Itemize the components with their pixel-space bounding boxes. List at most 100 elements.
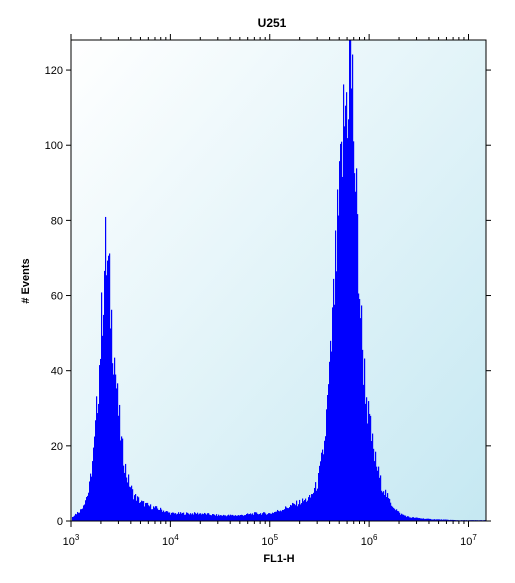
histogram-bin — [294, 504, 296, 521]
histogram-bin — [438, 519, 440, 521]
histogram-bin — [213, 514, 215, 521]
histogram-bin — [194, 512, 196, 521]
histogram-bin — [127, 482, 129, 521]
histogram-bin — [205, 513, 207, 521]
histogram-bin — [390, 502, 392, 521]
histogram-bin — [134, 495, 136, 521]
histogram-bin — [138, 497, 140, 521]
histogram-bin — [380, 475, 382, 521]
histogram-bin — [95, 420, 97, 521]
histogram-bin — [415, 517, 417, 521]
histogram-bin — [342, 176, 344, 521]
histogram-bin — [414, 517, 416, 521]
histogram-bin — [261, 514, 263, 521]
histogram-bin — [445, 519, 447, 521]
histogram-bin — [346, 92, 348, 521]
histogram-bin — [343, 84, 345, 522]
histogram-bin — [441, 519, 443, 521]
histogram-bin — [355, 191, 357, 521]
histogram-bin — [249, 513, 251, 521]
histogram-bin — [335, 230, 337, 521]
histogram-bin — [206, 514, 208, 521]
histogram-bin — [122, 438, 124, 521]
y-axis-label: # Events — [20, 258, 32, 303]
histogram-bin — [361, 305, 363, 521]
histogram-bin — [264, 512, 266, 521]
histogram-bin — [341, 141, 343, 522]
histogram-bin — [166, 511, 168, 521]
histogram-bin — [222, 515, 224, 521]
histogram-bin — [420, 518, 422, 521]
histogram-bin — [339, 161, 341, 521]
histogram-bin — [100, 358, 102, 521]
histogram-bin — [74, 515, 76, 521]
histogram-bin — [154, 507, 156, 521]
histogram-bin — [364, 358, 366, 521]
histogram-bin — [181, 513, 183, 521]
histogram-bin — [305, 498, 307, 521]
histogram-bin — [317, 488, 319, 521]
histogram-bin — [363, 384, 365, 521]
histogram-bin — [143, 501, 145, 521]
histogram-bin — [117, 383, 119, 521]
histogram-bin — [231, 515, 233, 521]
histogram-bin — [389, 499, 391, 521]
histogram-bin — [349, 40, 351, 522]
histogram-bin — [318, 473, 320, 521]
histogram-bin — [91, 476, 93, 521]
histogram-bin — [235, 515, 237, 521]
histogram-bin — [444, 519, 446, 521]
histogram-bin — [278, 510, 280, 521]
histogram-bin — [406, 517, 408, 521]
histogram-bin — [319, 465, 321, 521]
histogram-bin — [372, 433, 374, 521]
plot-area — [71, 40, 486, 521]
histogram-bin — [223, 514, 225, 521]
histogram-bin — [429, 518, 431, 521]
histogram-bin — [200, 513, 202, 521]
histogram-bin — [413, 517, 415, 521]
histogram-bin — [396, 509, 398, 521]
histogram-bin — [366, 397, 368, 521]
histogram-bin — [78, 512, 80, 521]
histogram-bin — [76, 514, 78, 521]
histogram-bin — [98, 403, 100, 521]
histogram-bin — [102, 335, 104, 521]
histogram-bin — [81, 509, 83, 521]
x-axis-label: FL1-H — [263, 553, 294, 565]
y-tick-label: 20 — [51, 441, 63, 453]
histogram-bin — [360, 318, 362, 521]
histogram-bin — [83, 505, 85, 521]
histogram-bin — [377, 470, 379, 521]
histogram-bin — [433, 519, 435, 521]
histogram-bin — [188, 513, 190, 521]
histogram-bin — [412, 517, 414, 521]
histogram-bin — [167, 511, 169, 521]
histogram-bin — [357, 214, 359, 522]
histogram-bin — [227, 515, 229, 521]
histogram-bin — [80, 509, 82, 521]
histogram-bin — [283, 509, 285, 521]
histogram-bin — [296, 500, 298, 521]
histogram-bin — [254, 512, 256, 521]
histogram-bin — [192, 513, 194, 521]
histogram-bin — [348, 119, 350, 522]
histogram-bin — [295, 505, 297, 521]
histogram-bin — [327, 395, 329, 521]
histogram-bin — [367, 423, 369, 521]
histogram-bin — [316, 490, 318, 521]
histogram-bin — [451, 519, 453, 521]
histogram-bin — [196, 514, 198, 521]
histogram-bin — [391, 505, 393, 521]
histogram-bin — [180, 512, 182, 521]
histogram-bin — [257, 513, 259, 521]
histogram-bin — [124, 472, 126, 521]
histogram-bin — [289, 507, 291, 521]
histogram-bin — [423, 518, 425, 521]
histogram-bin — [237, 515, 239, 521]
histogram-bin — [439, 519, 441, 521]
histogram-bin — [172, 512, 174, 521]
histogram-bin — [158, 509, 160, 521]
histogram-bin — [381, 490, 383, 521]
histogram-bin — [284, 509, 286, 521]
